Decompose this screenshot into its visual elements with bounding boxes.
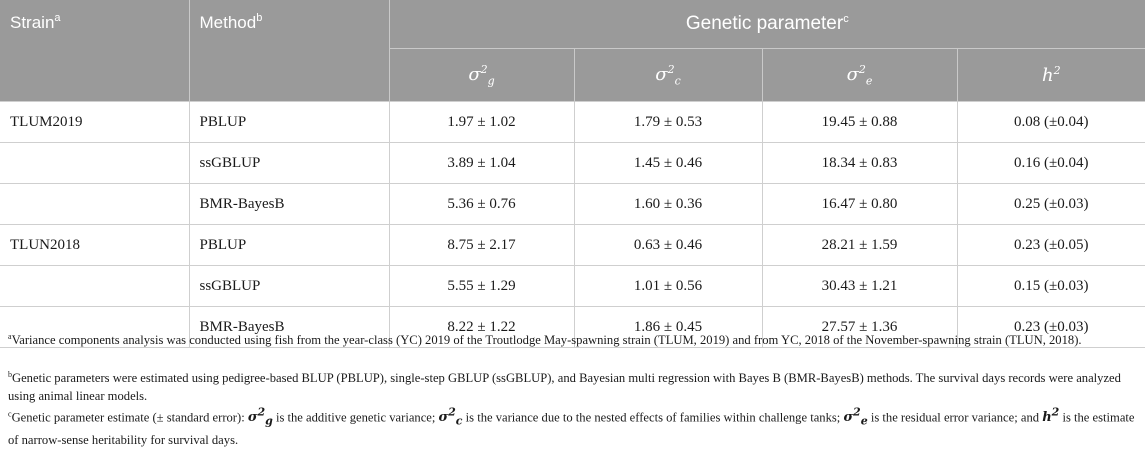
cell-strain [0, 265, 189, 307]
header-sigma-e: σ2e [761, 48, 957, 102]
cell-heritability: 0.23 (±0.05) [956, 224, 1145, 266]
cell-sigma-g: 1.97 ± 1.02 [388, 101, 574, 143]
genetic-parameter-table: Straina Methodb Genetic parameterc σ2g σ… [0, 0, 1145, 348]
table-row: BMR-BayesB 8.22 ± 1.22 1.86 ± 0.45 27.57… [0, 306, 1145, 348]
cell-strain [0, 183, 189, 225]
cell-sigma-c: 1.60 ± 0.36 [573, 183, 762, 225]
header-method: Methodb [188, 0, 389, 102]
symbol-sigma-e: σ2e [843, 406, 868, 428]
cell-sigma-e: 27.57 ± 1.36 [761, 306, 957, 348]
table-row: ssGBLUP 3.89 ± 1.04 1.45 ± 0.46 18.34 ± … [0, 142, 1145, 184]
cell-sigma-e: 16.47 ± 0.80 [761, 183, 957, 225]
cell-sigma-c: 1.86 ± 0.45 [573, 306, 762, 348]
footnote-c: cGenetic parameter estimate (± standard … [8, 406, 1135, 447]
cell-sigma-c: 1.79 ± 0.53 [573, 101, 762, 143]
table-body: TLUM2019 PBLUP 1.97 ± 1.02 1.79 ± 0.53 1… [0, 101, 1145, 348]
cell-sigma-e: 18.34 ± 0.83 [761, 142, 957, 184]
cell-sigma-c: 1.01 ± 0.56 [573, 265, 762, 307]
symbol-sigma-c: σ2c [438, 406, 463, 428]
table-row: TLUM2019 PBLUP 1.97 ± 1.02 1.79 ± 0.53 1… [0, 101, 1145, 143]
header-strain: Straina [0, 0, 189, 102]
symbol-sigma-g: σ2g [247, 406, 273, 428]
cell-sigma-e: 30.43 ± 1.21 [761, 265, 957, 307]
cell-sigma-e: 19.45 ± 0.88 [761, 101, 957, 143]
cell-heritability: 0.23 (±0.03) [956, 306, 1145, 348]
cell-strain [0, 306, 189, 348]
cell-sigma-g: 8.75 ± 2.17 [388, 224, 574, 266]
header-heritability: h2 [956, 48, 1145, 102]
cell-sigma-g: 8.22 ± 1.22 [388, 306, 574, 348]
symbol-heritability: h2 [1042, 406, 1060, 426]
cell-heritability: 0.25 (±0.03) [956, 183, 1145, 225]
cell-strain: TLUM2019 [0, 101, 189, 143]
header-sigma-g: σ2g [388, 48, 574, 102]
cell-method: ssGBLUP [188, 265, 389, 307]
cell-sigma-g: 5.55 ± 1.29 [388, 265, 574, 307]
table-row: ssGBLUP 5.55 ± 1.29 1.01 ± 0.56 30.43 ± … [0, 265, 1145, 307]
header-genetic-parameter: Genetic parameterc [388, 0, 1145, 49]
cell-heritability: 0.08 (±0.04) [956, 101, 1145, 143]
cell-sigma-c: 0.63 ± 0.46 [573, 224, 762, 266]
cell-strain: TLUN2018 [0, 224, 189, 266]
header-row-1: Straina Methodb Genetic parameterc [0, 0, 1145, 102]
cell-heritability: 0.16 (±0.04) [956, 142, 1145, 184]
cell-sigma-c: 1.45 ± 0.46 [573, 142, 762, 184]
table-row: TLUN2018 PBLUP 8.75 ± 2.17 0.63 ± 0.46 2… [0, 224, 1145, 266]
cell-sigma-g: 5.36 ± 0.76 [388, 183, 574, 225]
footnote-a: aVariance components analysis was conduc… [8, 332, 1082, 347]
cell-method: BMR-BayesB [188, 306, 389, 348]
header-row-2: σ2g σ2c σ2e h2 [0, 48, 1145, 102]
cell-strain [0, 142, 189, 184]
cell-method: ssGBLUP [188, 142, 389, 184]
cell-method: PBLUP [188, 224, 389, 266]
cell-method: PBLUP [188, 101, 389, 143]
cell-sigma-e: 28.21 ± 1.59 [761, 224, 957, 266]
cell-method: BMR-BayesB [188, 183, 389, 225]
footnote-b: bGenetic parameters were estimated using… [8, 370, 1121, 403]
table-row: BMR-BayesB 5.36 ± 0.76 1.60 ± 0.36 16.47… [0, 183, 1145, 225]
header-sigma-c: σ2c [573, 48, 762, 102]
cell-heritability: 0.15 (±0.03) [956, 265, 1145, 307]
cell-sigma-g: 3.89 ± 1.04 [388, 142, 574, 184]
table-header: Straina Methodb Genetic parameterc σ2g σ… [0, 0, 1145, 102]
